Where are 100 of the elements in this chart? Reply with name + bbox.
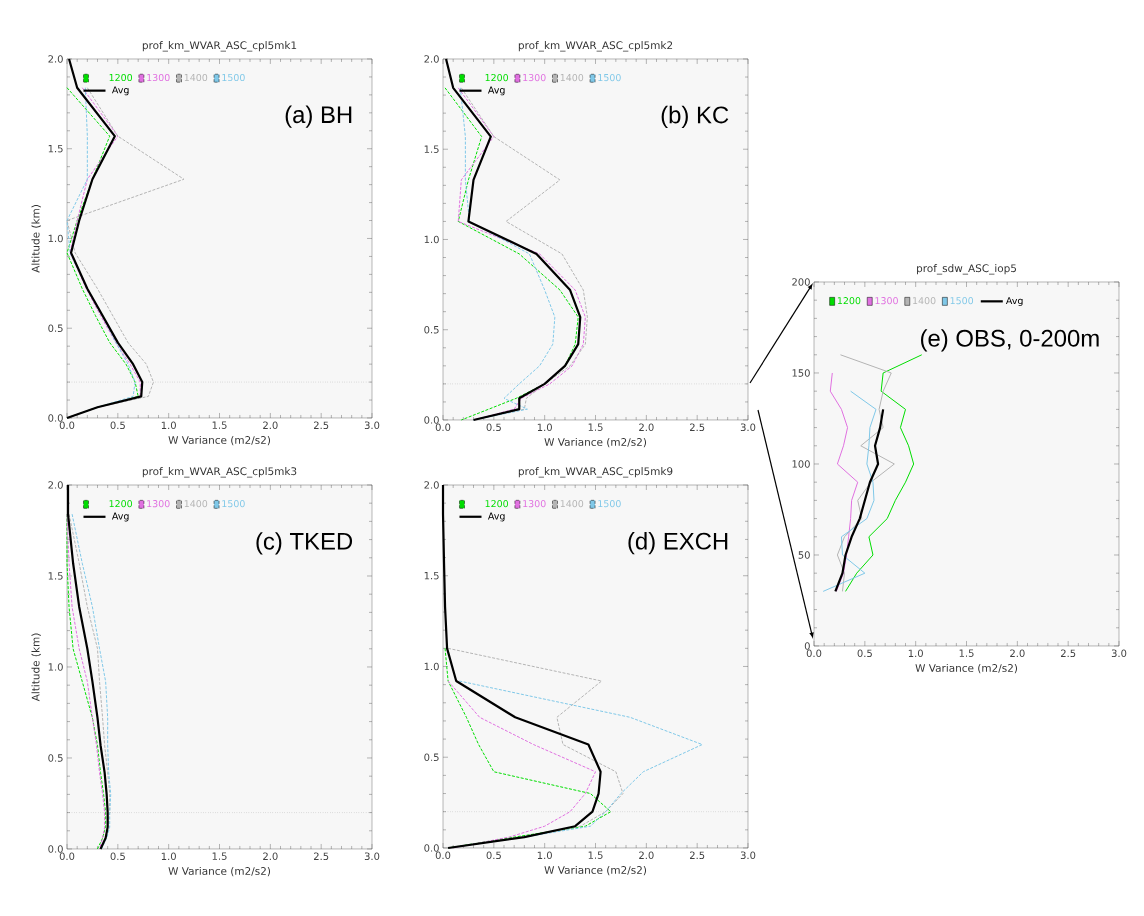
legend-label: 1400 xyxy=(560,500,584,508)
x-tick-label: 2.5 xyxy=(313,852,329,861)
x-tick-label: 0.0 xyxy=(806,649,822,658)
y-tick-label: 2.0 xyxy=(48,55,63,63)
legend-label: 1500 xyxy=(598,73,621,82)
legend-label: 1500 xyxy=(950,297,974,305)
y-tick-label: 150 xyxy=(792,369,810,377)
x-tick-label: 2.5 xyxy=(689,851,705,860)
x-tick-label: 1.0 xyxy=(908,649,923,658)
y-tick-label: 2.0 xyxy=(424,481,439,489)
y-tick-label: 0 xyxy=(804,642,810,650)
y-tick-label: 1.5 xyxy=(424,572,439,580)
x-tick-label: 2.0 xyxy=(639,851,654,860)
x-axis-title: W Variance (m2/s2) xyxy=(544,437,647,448)
y-tick-label: 1.5 xyxy=(48,145,63,153)
x-tick-label: 3.0 xyxy=(1111,649,1127,658)
legend-label: 1200 xyxy=(837,297,861,305)
x-tick-label: 0.5 xyxy=(486,851,501,860)
x-axis-title: W Variance (m2/s2) xyxy=(168,866,271,877)
x-tick-label: 2.0 xyxy=(1010,649,1025,658)
x-tick-label: 1.5 xyxy=(959,649,974,657)
chart-title: prof_sdw_ASC_iop5 xyxy=(917,264,1017,275)
x-tick-label: 1.0 xyxy=(537,423,552,432)
x-tick-label: 3.0 xyxy=(364,852,380,861)
legend-label: 1200 xyxy=(485,73,509,82)
legend-label: 1300 xyxy=(523,500,546,508)
legend-label: 1200 xyxy=(109,73,133,82)
legend-label: 1300 xyxy=(523,73,546,82)
x-axis-title: W Variance (m2/s2) xyxy=(168,435,271,446)
x-tick-label: 1.0 xyxy=(161,852,176,861)
legend-label: 1200 xyxy=(485,500,509,508)
y-tick-label: 1.5 xyxy=(48,572,63,580)
x-tick-label: 1.5 xyxy=(212,421,227,429)
x-tick-label: 0.5 xyxy=(110,852,125,861)
y-axis-title: Altitude (km) xyxy=(31,633,41,702)
x-tick-label: 2.5 xyxy=(313,421,329,430)
chart-title: prof_km_WVAR_ASC_cpl5mk9 xyxy=(518,467,673,478)
annotation: (c) TKED xyxy=(256,532,353,555)
y-tick-label: 2.0 xyxy=(424,55,439,63)
chart-title: prof_km_WVAR_ASC_cpl5mk3 xyxy=(142,467,297,478)
x-tick-label: 2.5 xyxy=(689,423,705,432)
legend-label: 1500 xyxy=(598,500,621,508)
legend-label: Avg xyxy=(1005,297,1023,307)
legend-label: 1300 xyxy=(875,297,898,305)
legend-label: Avg xyxy=(111,86,129,96)
x-tick-label: 0.5 xyxy=(486,423,501,432)
legend-label: 1500 xyxy=(222,500,245,508)
x-tick-label: 2.5 xyxy=(1060,649,1076,658)
y-tick-label: 1.0 xyxy=(48,663,63,671)
y-axis-title: Altitude (km) xyxy=(31,205,41,273)
legend-label: 1400 xyxy=(184,73,208,82)
y-tick-label: 0.0 xyxy=(424,416,439,424)
y-tick-label: 100 xyxy=(792,460,810,468)
x-tick-label: 1.5 xyxy=(588,851,603,859)
y-tick-label: 1.0 xyxy=(48,234,63,243)
legend-label: 1500 xyxy=(222,73,245,82)
chart-title: prof_km_WVAR_ASC_cpl5mk2 xyxy=(518,41,673,52)
legend-label: 1300 xyxy=(147,500,170,508)
y-tick-label: 0.0 xyxy=(424,844,439,852)
x-tick-label: 3.0 xyxy=(364,421,380,430)
x-tick-label: 2.0 xyxy=(263,852,278,861)
legend-label: 1400 xyxy=(913,297,936,305)
chart-title: prof_km_WVAR_ASC_cpl5mk1 xyxy=(142,41,297,52)
legend-label: Avg xyxy=(111,512,129,522)
y-tick-label: 0.0 xyxy=(48,414,63,422)
x-axis-title: W Variance (m2/s2) xyxy=(915,663,1018,674)
x-tick-label: 2.0 xyxy=(639,423,654,432)
legend-label: 1200 xyxy=(109,500,133,508)
y-tick-label: 0.5 xyxy=(424,753,439,761)
y-tick-label: 0.5 xyxy=(424,325,439,334)
x-tick-label: 0.0 xyxy=(59,852,75,861)
x-tick-label: 0.0 xyxy=(435,423,451,432)
annotation: (e) OBS, 0-200m xyxy=(921,329,1099,352)
x-tick-label: 0.0 xyxy=(59,421,75,430)
x-tick-label: 1.5 xyxy=(588,423,603,431)
y-tick-label: 1.0 xyxy=(424,662,439,671)
y-tick-label: 0.5 xyxy=(48,754,63,762)
legend-label: 1400 xyxy=(184,500,208,508)
y-tick-label: 200 xyxy=(792,278,810,286)
x-tick-label: 0.5 xyxy=(857,649,872,658)
x-tick-label: 0.0 xyxy=(435,851,451,860)
x-tick-label: 1.0 xyxy=(161,421,176,430)
y-tick-label: 50 xyxy=(798,551,810,559)
x-tick-label: 3.0 xyxy=(740,423,756,432)
x-tick-label: 3.0 xyxy=(740,851,756,860)
legend-label: 1300 xyxy=(147,73,170,82)
legend-label: 1400 xyxy=(560,73,584,82)
annotation: (d) EXCH xyxy=(628,532,728,555)
annotation: (a) BH xyxy=(285,105,352,128)
y-tick-label: 0.0 xyxy=(48,845,63,853)
legend-label: Avg xyxy=(487,512,505,522)
x-tick-label: 1.0 xyxy=(537,851,552,860)
x-tick-label: 2.0 xyxy=(263,421,278,430)
legend-label: Avg xyxy=(487,86,505,96)
y-tick-label: 1.5 xyxy=(424,145,439,153)
y-tick-label: 1.0 xyxy=(424,235,439,244)
y-tick-label: 0.5 xyxy=(48,324,63,332)
x-axis-title: W Variance (m2/s2) xyxy=(544,865,647,876)
x-tick-label: 1.5 xyxy=(212,852,227,860)
annotation: (b) KC xyxy=(661,105,729,129)
